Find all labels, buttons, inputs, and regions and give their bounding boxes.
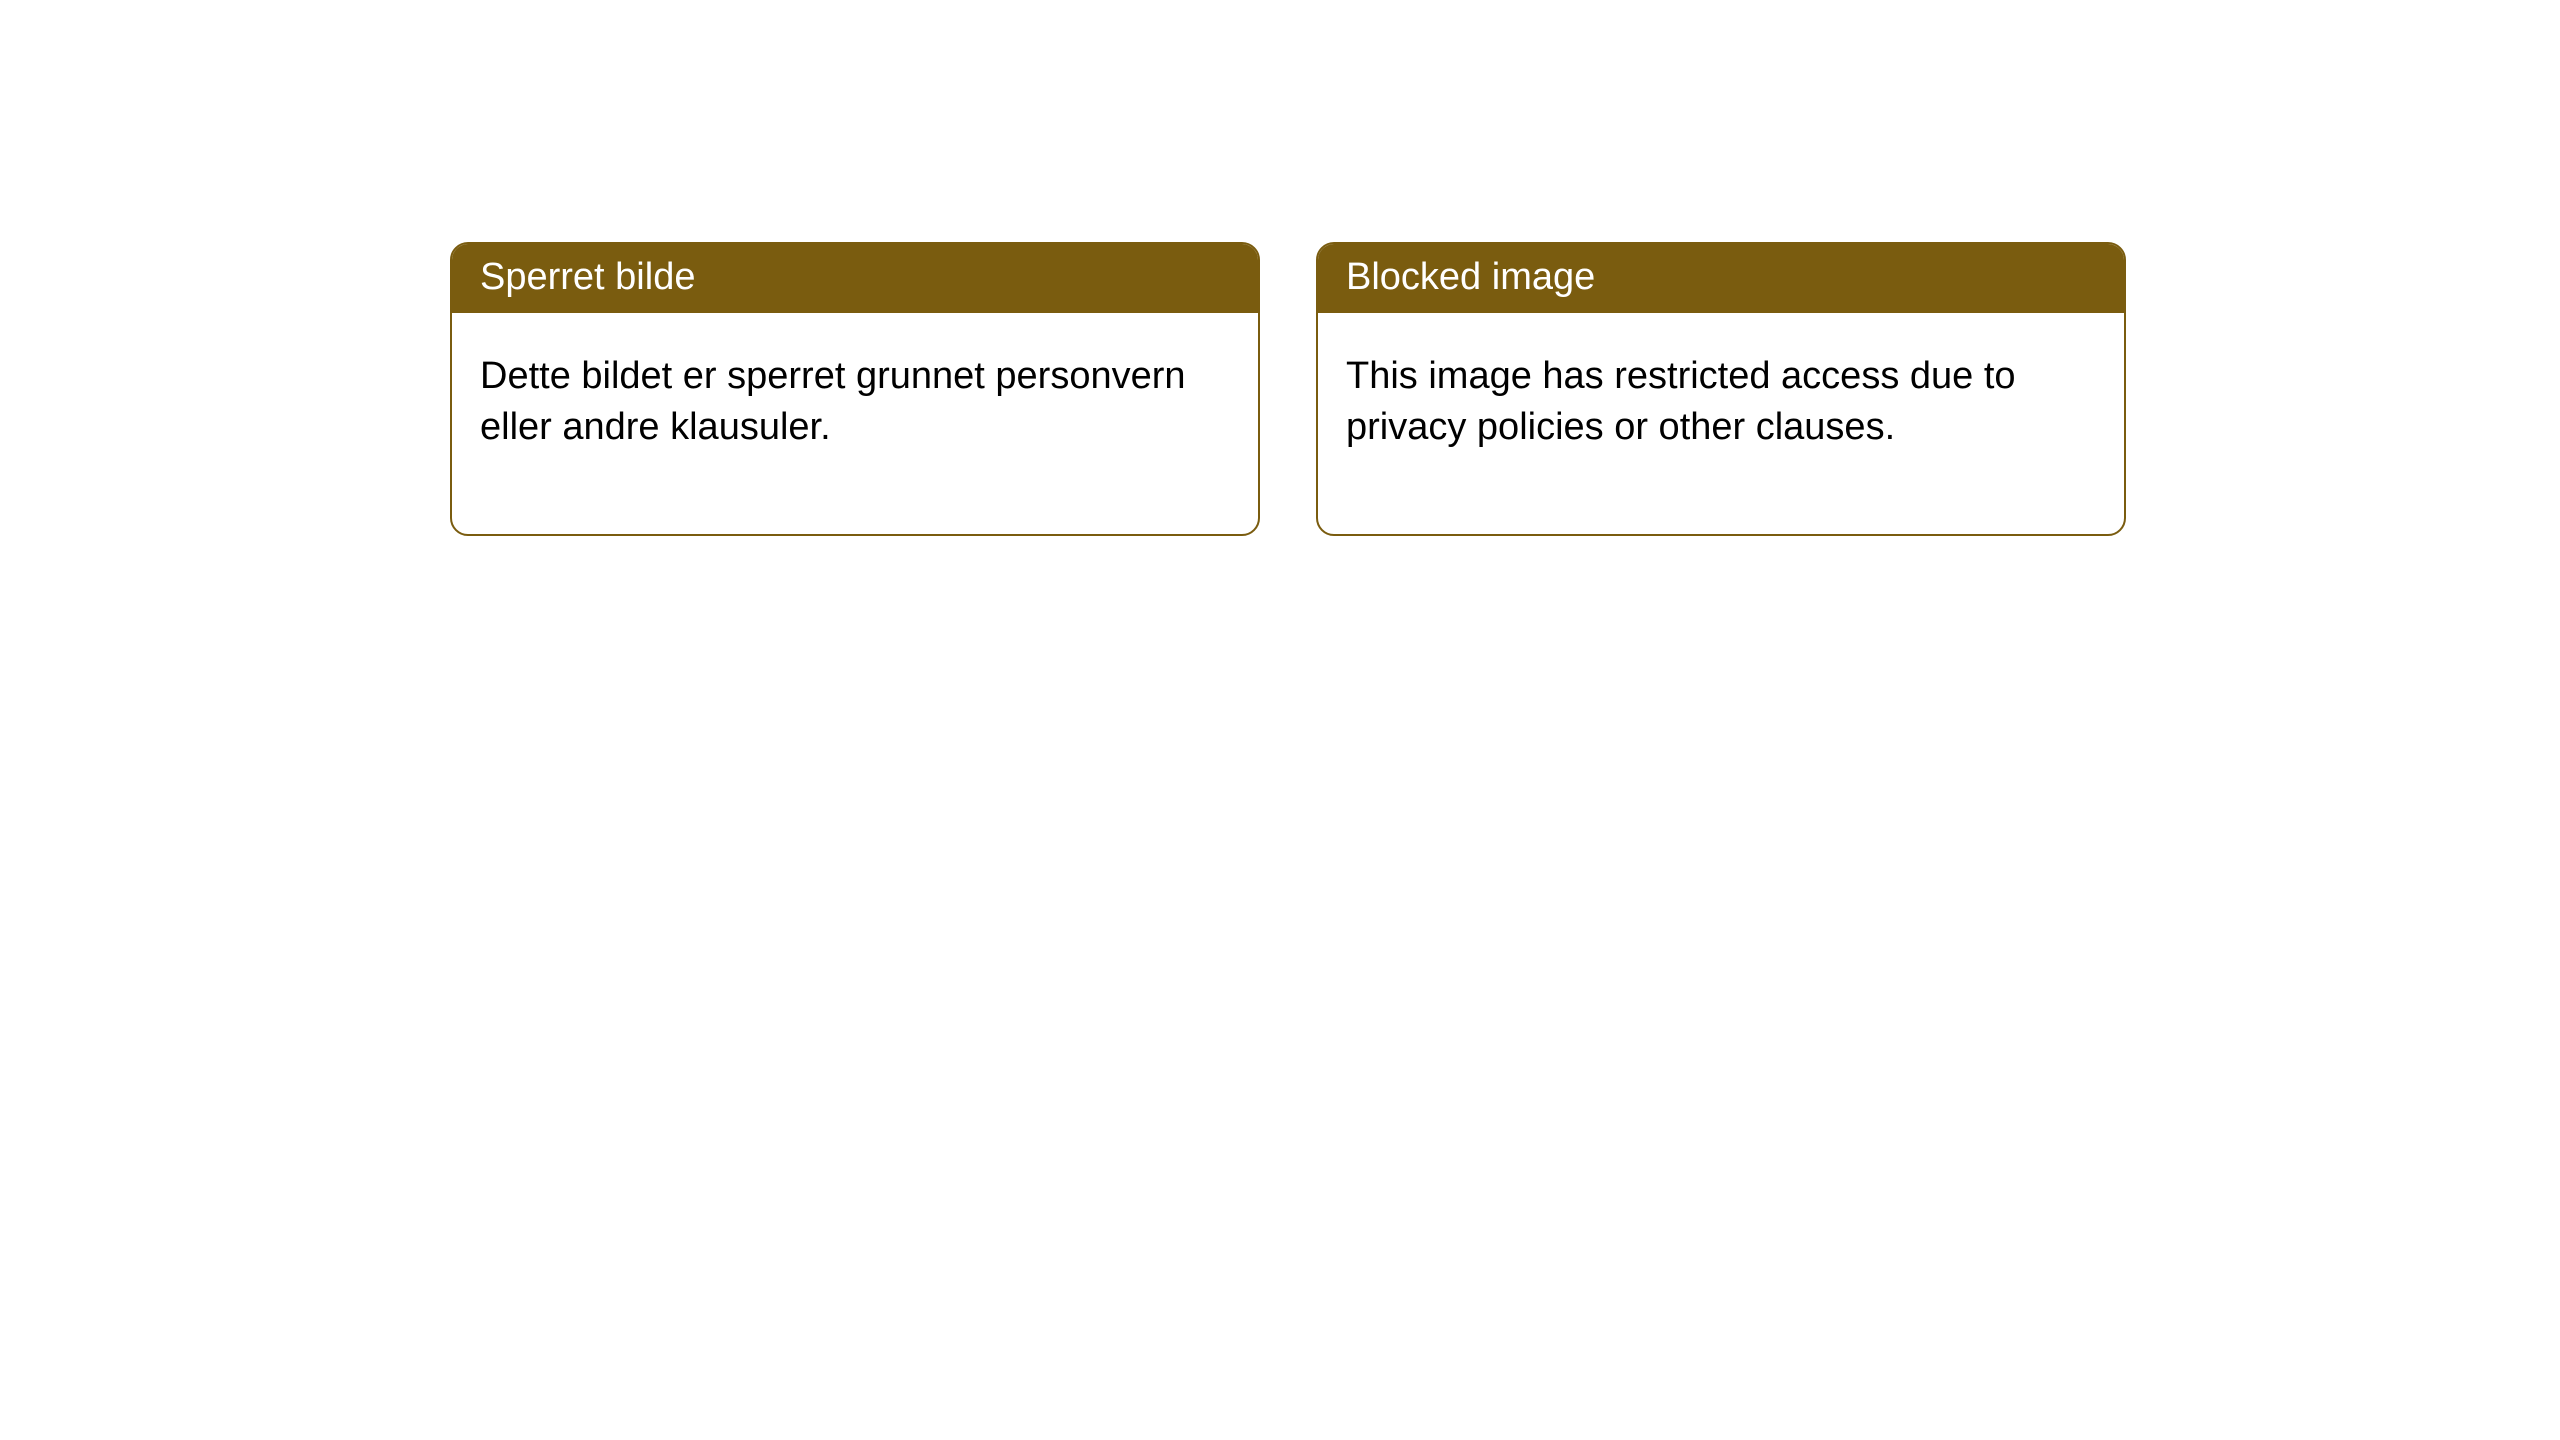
notice-title-norwegian: Sperret bilde: [452, 244, 1258, 313]
notice-message-english: This image has restricted access due to …: [1318, 313, 2124, 534]
notice-title-english: Blocked image: [1318, 244, 2124, 313]
notice-message-norwegian: Dette bildet er sperret grunnet personve…: [452, 313, 1258, 534]
notice-container: Sperret bilde Dette bildet er sperret gr…: [450, 242, 2126, 536]
notice-card-english: Blocked image This image has restricted …: [1316, 242, 2126, 536]
notice-card-norwegian: Sperret bilde Dette bildet er sperret gr…: [450, 242, 1260, 536]
